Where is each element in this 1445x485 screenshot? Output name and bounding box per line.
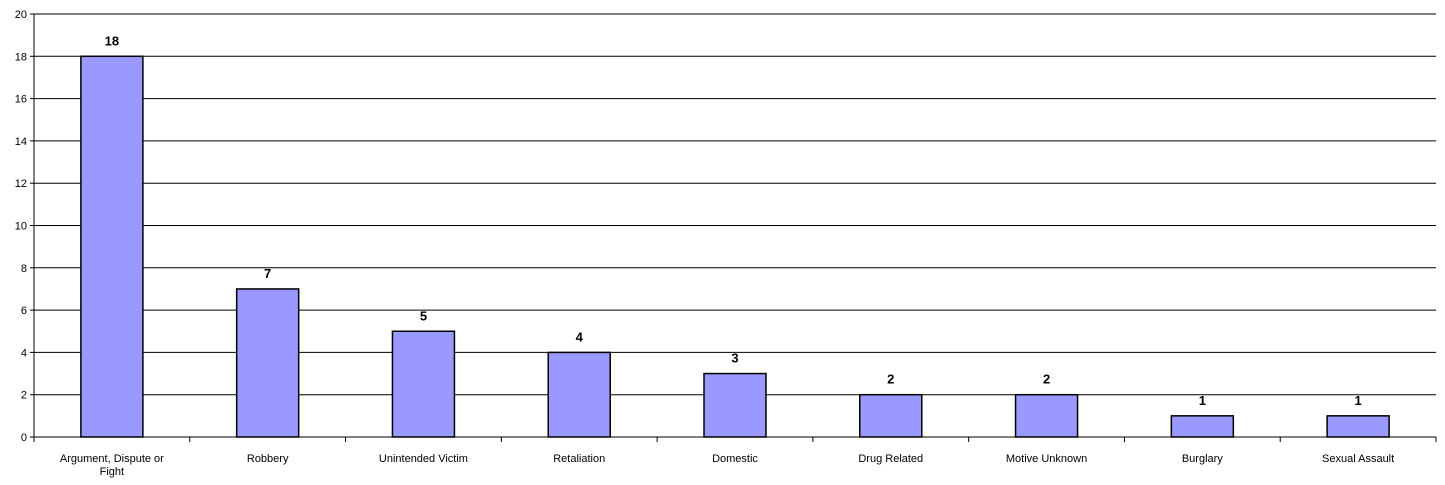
y-tick-label: 20 (15, 9, 27, 21)
data-label: 5 (420, 308, 427, 323)
x-category-label: Domestic (712, 453, 758, 465)
y-tick-label: 8 (21, 263, 27, 275)
bar (391, 330, 456, 438)
x-category-label: Retaliation (553, 453, 605, 465)
x-category-label: Sexual Assault (1322, 453, 1394, 465)
y-tick-label: 14 (15, 136, 27, 148)
bar (1014, 393, 1079, 438)
bar (235, 288, 300, 438)
bars (80, 55, 1390, 438)
data-labels: 18 7 5 4 3 2 2 1 1 (105, 33, 1362, 408)
x-category-label: Drug Related (858, 453, 923, 465)
y-tick-label: 4 (21, 347, 27, 359)
x-category-label: Argument, Dispute or Fight (60, 453, 164, 478)
x-axis: Argument, Dispute or Fight Robbery Unintend… (33, 436, 1437, 478)
bar (80, 55, 144, 438)
y-axis: 0 2 4 6 8 10 12 14 16 18 20 (15, 9, 35, 444)
data-label: 2 (1043, 372, 1050, 387)
x-category-label: Motive Unknown (1006, 453, 1087, 465)
data-label: 18 (105, 33, 119, 48)
x-category-label: Burglary (1182, 453, 1223, 465)
y-tick-label: 2 (21, 390, 27, 402)
x-category-label: Robbery (247, 453, 289, 465)
x-category-label: Unintended Victim (379, 453, 468, 465)
bar (859, 393, 923, 438)
y-tick-label: 12 (15, 178, 27, 190)
data-label: 4 (576, 329, 584, 344)
data-label: 7 (264, 266, 271, 281)
y-tick-label: 6 (21, 305, 27, 317)
data-label: 2 (887, 372, 894, 387)
y-tick-label: 0 (21, 432, 27, 444)
bar (1326, 415, 1390, 438)
bar (1170, 415, 1235, 438)
bar (547, 351, 611, 438)
data-label: 1 (1354, 393, 1361, 408)
data-label: 3 (731, 351, 738, 366)
y-tick-label: 10 (15, 221, 27, 233)
data-label: 1 (1199, 393, 1206, 408)
y-tick-label: 16 (15, 94, 27, 106)
y-tick-label: 18 (15, 51, 27, 63)
bar (703, 372, 767, 438)
